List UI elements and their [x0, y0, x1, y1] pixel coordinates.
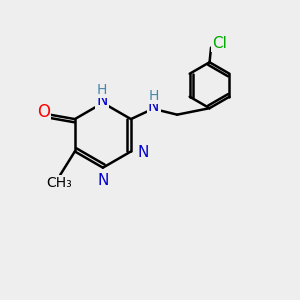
Text: H: H — [97, 83, 107, 97]
Text: N: N — [137, 146, 148, 160]
Text: N: N — [97, 93, 108, 108]
Text: CH₃: CH₃ — [46, 176, 71, 190]
Text: Cl: Cl — [212, 36, 227, 51]
Text: N: N — [97, 172, 109, 188]
Text: O: O — [37, 103, 50, 121]
Text: N: N — [148, 99, 159, 114]
Text: H: H — [148, 89, 159, 103]
